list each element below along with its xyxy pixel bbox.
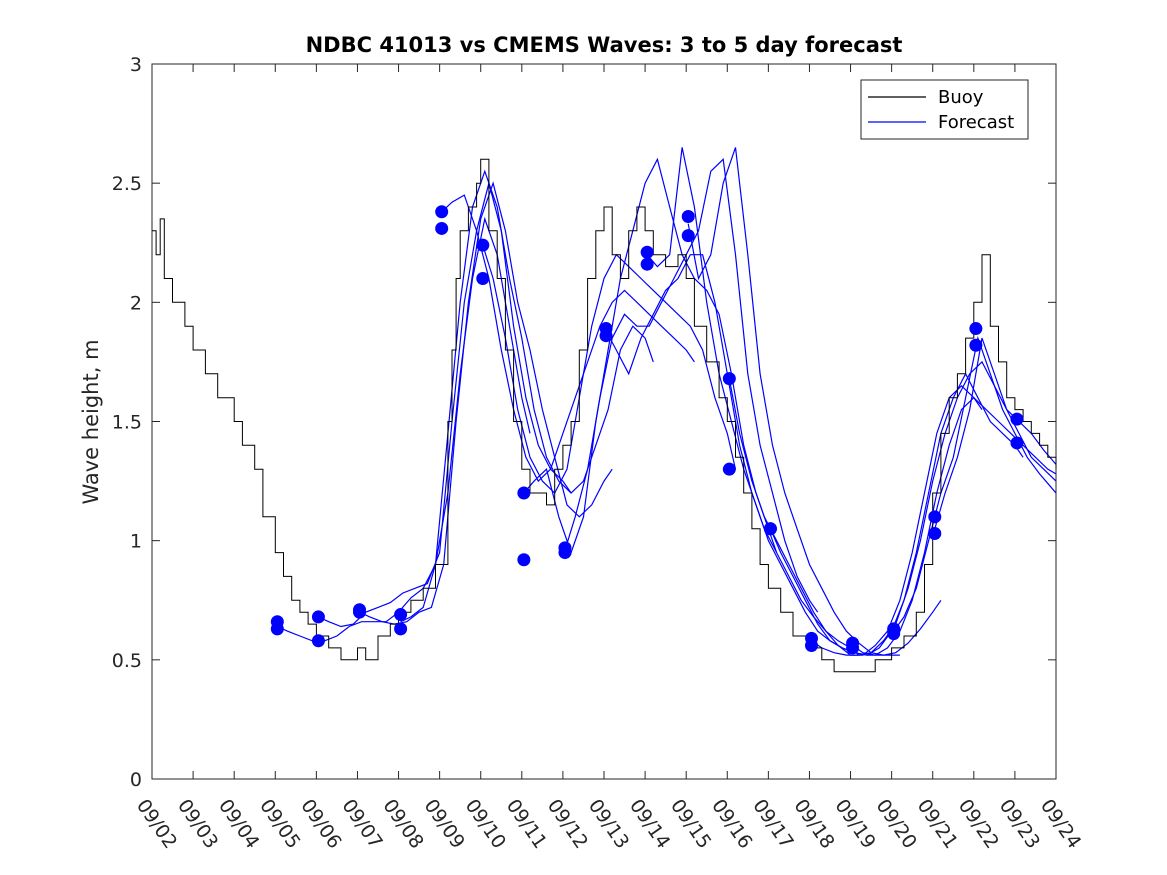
- forecast-marker: [640, 245, 654, 259]
- forecast-marker: [969, 338, 983, 352]
- chart-title: NDBC 41013 vs CMEMS Waves: 3 to 5 day fo…: [306, 33, 903, 57]
- y-tick-label: 0: [130, 769, 142, 791]
- forecast-marker: [311, 610, 325, 624]
- forecast-line: [811, 360, 1057, 656]
- forecast-line: [893, 335, 1057, 632]
- y-tick-label: 3: [130, 54, 142, 76]
- forecast-marker: [435, 221, 449, 235]
- forecast-marker: [681, 210, 695, 224]
- legend-box: [860, 79, 1029, 140]
- forecast-marker: [394, 622, 408, 636]
- buoy-line: [152, 158, 1057, 673]
- legend: Buoy Forecast: [860, 79, 1029, 140]
- forecast-marker: [599, 329, 613, 343]
- forecast-marker: [640, 257, 654, 271]
- forecast-marker: [969, 322, 983, 336]
- forecast-line: [934, 337, 1057, 529]
- forecast-marker: [722, 372, 736, 386]
- forecast-markers: [270, 205, 1024, 655]
- forecast-marker: [1010, 436, 1024, 450]
- forecast-marker: [763, 522, 777, 536]
- y-tick-label: 1: [130, 531, 142, 553]
- forecast-marker: [928, 527, 942, 541]
- forecast-marker: [805, 639, 819, 653]
- forecast-line: [523, 157, 778, 555]
- plot-area: 00.511.522.5309/0209/0309/0409/0509/0609…: [112, 54, 1086, 853]
- forecast-marker: [558, 546, 572, 560]
- forecast-marker: [311, 634, 325, 648]
- forecast-marker: [928, 510, 942, 524]
- forecast-line: [605, 254, 860, 656]
- forecast-line: [482, 244, 737, 494]
- forecast-marker: [476, 238, 490, 252]
- forecast-line: [441, 194, 695, 483]
- y-tick-label: 0.5: [112, 650, 142, 672]
- forecast-marker: [517, 486, 531, 500]
- y-tick-label: 2.5: [112, 173, 142, 195]
- forecast-line: [769, 372, 1024, 656]
- forecast-marker: [681, 229, 695, 243]
- y-tick-label: 2: [130, 292, 142, 314]
- forecast-marker: [1010, 412, 1024, 426]
- legend-buoy-label: Buoy: [938, 87, 984, 108]
- forecast-marker: [517, 553, 531, 567]
- forecast-line: [852, 396, 1057, 656]
- y-axis-label: Wave height, m: [79, 339, 103, 504]
- forecast-marker: [353, 605, 367, 619]
- series-lines: [152, 147, 1057, 673]
- forecast-line: [400, 169, 654, 623]
- forecast-marker: [394, 608, 408, 622]
- forecast-marker: [722, 462, 736, 476]
- forecast-marker: [846, 641, 860, 655]
- legend-forecast-label: Forecast: [938, 112, 1014, 133]
- forecast-marker: [435, 205, 449, 219]
- forecast-marker: [476, 272, 490, 285]
- y-tick-label: 1.5: [112, 412, 142, 434]
- forecast-marker: [270, 622, 284, 636]
- forecast-marker: [887, 627, 901, 641]
